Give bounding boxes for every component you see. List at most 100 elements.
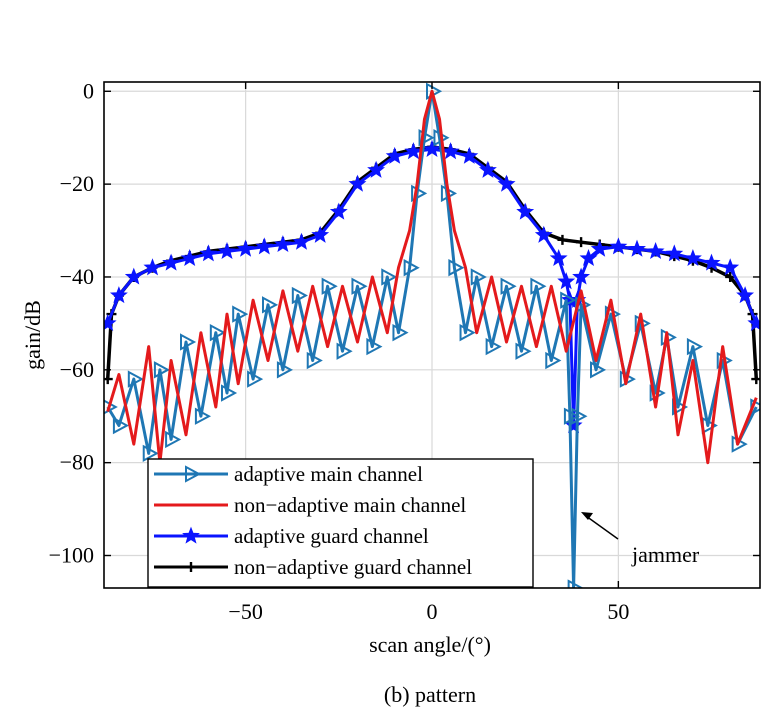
data-point	[276, 361, 294, 379]
data-point	[109, 286, 128, 304]
legend-label: non−adaptive main channel	[234, 493, 466, 517]
data-point	[385, 146, 404, 164]
data-point	[403, 259, 420, 277]
data-point	[180, 248, 199, 267]
legend: adaptive main channel non−adaptive main c…	[147, 458, 534, 588]
x-tick-label: 50	[607, 599, 629, 624]
legend-swatch-marker	[182, 526, 200, 544]
x-axis-label: scan angle/(°)	[369, 632, 491, 657]
data-point	[348, 174, 367, 192]
data-point	[194, 407, 212, 425]
legend-entry: non−adaptive main channel	[154, 493, 466, 517]
data-point	[441, 142, 460, 160]
data-point	[460, 146, 479, 164]
data-point	[411, 184, 428, 203]
data-point	[153, 361, 171, 379]
legend-entry: adaptive main channel	[154, 462, 423, 486]
data-point	[162, 253, 181, 271]
axis-ticks: −50 0 50 0 −20 −40 −60 −80 −100	[49, 78, 760, 624]
data-point	[104, 314, 117, 332]
data-point	[665, 244, 684, 262]
data-point	[247, 370, 264, 388]
y-tick-label: −100	[49, 543, 94, 568]
data-point	[236, 239, 255, 257]
legend-swatch-marker	[186, 562, 196, 572]
data-point	[165, 430, 182, 449]
data-point	[112, 416, 130, 435]
legend-swatch-marker	[185, 465, 202, 483]
data-point	[418, 129, 435, 147]
data-point	[721, 258, 740, 276]
data-point	[329, 202, 348, 220]
data-point	[180, 333, 197, 351]
data-point	[579, 248, 598, 267]
data-point	[557, 272, 576, 290]
y-tick-label: 0	[83, 78, 94, 103]
data-point	[232, 305, 249, 323]
legend-entry: non−adaptive guard channel	[154, 555, 472, 579]
plot-area	[104, 82, 760, 588]
series-adaptive-main-channel	[104, 82, 760, 588]
data-point	[515, 342, 532, 360]
jammer-label: jammer	[631, 542, 700, 567]
jammer-arrow-head	[581, 512, 593, 520]
data-point	[609, 237, 628, 255]
data-point	[142, 444, 159, 463]
legend-entry: adaptive guard channel	[154, 524, 429, 548]
data-point	[392, 324, 409, 342]
data-point	[485, 337, 502, 356]
data-point	[218, 241, 236, 260]
data-point	[143, 258, 162, 276]
data-point	[448, 259, 465, 277]
data-point	[702, 253, 721, 271]
data-point	[478, 160, 497, 178]
data-point	[549, 248, 568, 267]
data-point	[560, 291, 577, 309]
data-point	[530, 277, 547, 295]
data-point	[311, 225, 330, 243]
y-axis-label: gain/dB	[20, 300, 45, 370]
data-point	[686, 337, 704, 356]
data-point	[572, 267, 591, 285]
data-point	[306, 351, 323, 370]
data-point	[564, 416, 583, 434]
data-point	[292, 232, 311, 250]
data-point	[590, 239, 609, 257]
data-point	[497, 174, 516, 192]
data-point	[336, 342, 353, 360]
data-point	[423, 139, 441, 157]
data-point	[557, 234, 568, 245]
series-non-adaptive-main-channel	[106, 89, 758, 465]
data-point	[404, 142, 423, 160]
jammer-annotation: jammer	[581, 512, 700, 567]
data-point	[534, 225, 553, 243]
data-point	[567, 579, 584, 588]
data-point	[273, 235, 292, 253]
data-point	[683, 248, 702, 267]
series-line	[106, 89, 758, 465]
legend-label: adaptive main channel	[234, 462, 423, 486]
data-point	[571, 407, 588, 425]
series-adaptive-guard-channel	[104, 139, 760, 434]
data-point	[736, 286, 755, 304]
data-point	[646, 241, 665, 260]
x-tick-label: −50	[228, 599, 262, 624]
data-point	[628, 239, 646, 257]
data-point	[576, 237, 587, 248]
data-point	[199, 244, 218, 262]
data-point	[590, 361, 607, 379]
data-point	[262, 296, 279, 314]
data-point	[747, 314, 760, 332]
data-point	[470, 268, 487, 286]
y-tick-label: −80	[60, 450, 94, 475]
data-point	[124, 267, 143, 285]
y-tick-label: −60	[60, 357, 94, 382]
data-point	[321, 277, 338, 295]
data-point	[516, 202, 535, 220]
y-tick-label: −20	[60, 171, 94, 196]
legend-label: adaptive guard channel	[234, 524, 429, 548]
data-point	[209, 324, 226, 342]
data-point	[366, 337, 383, 356]
jammer-arrow-line	[585, 515, 619, 540]
